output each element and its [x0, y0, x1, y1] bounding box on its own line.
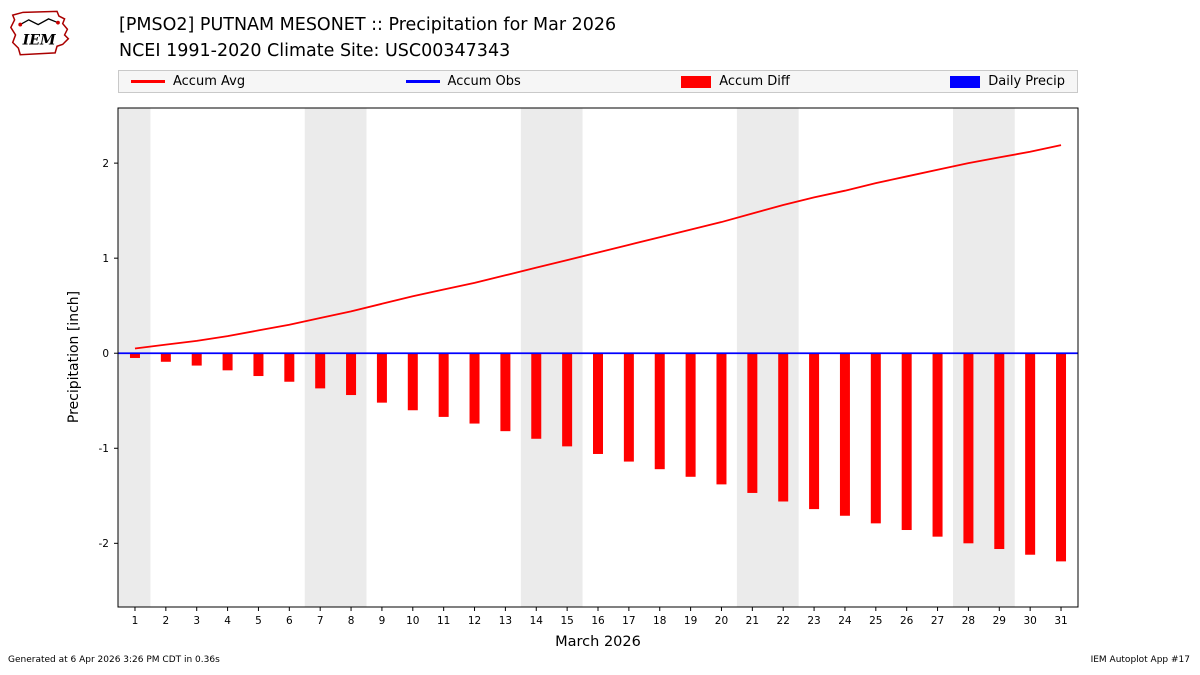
- svg-text:17: 17: [622, 615, 635, 627]
- app-credit: IEM Autoplot App #17: [1090, 655, 1190, 665]
- svg-text:24: 24: [838, 615, 852, 627]
- svg-text:2: 2: [102, 158, 109, 170]
- accum-lines: [118, 144, 1078, 355]
- svg-text:7: 7: [317, 615, 324, 627]
- svg-text:15: 15: [560, 615, 573, 627]
- svg-text:6: 6: [286, 615, 293, 627]
- svg-text:21: 21: [746, 615, 759, 627]
- svg-text:20: 20: [715, 615, 728, 627]
- accum-avg-line-swatch: [131, 80, 165, 83]
- legend-item-accum-diff: Accum Diff: [681, 74, 790, 89]
- logo-station-dot: [56, 20, 60, 25]
- svg-text:31: 31: [1054, 615, 1067, 627]
- svg-text:18: 18: [653, 615, 666, 627]
- svg-text:1: 1: [102, 253, 109, 265]
- svg-text:29: 29: [993, 615, 1006, 627]
- generated-timestamp: Generated at 6 Apr 2026 3:26 PM CDT in 0…: [8, 655, 220, 665]
- chart-title: [PMSO2] PUTNAM MESONET :: Precipitation …: [119, 15, 617, 35]
- svg-text:-1: -1: [99, 443, 109, 455]
- svg-text:2: 2: [163, 615, 170, 627]
- svg-text:28: 28: [962, 615, 975, 627]
- svg-text:25: 25: [869, 615, 882, 627]
- y-axis-ticks: -2 -1 0 1 2: [99, 158, 118, 550]
- svg-text:9: 9: [379, 615, 386, 627]
- svg-text:23: 23: [807, 615, 820, 627]
- daily-precip-patch-swatch: [950, 75, 981, 88]
- svg-text:13: 13: [499, 615, 512, 627]
- title-block: [PMSO2] PUTNAM MESONET :: Precipitation …: [119, 12, 616, 65]
- svg-text:19: 19: [684, 615, 697, 627]
- accum-diff-patch-swatch: [681, 75, 712, 88]
- svg-text:12: 12: [468, 615, 481, 627]
- x-axis-ticks: 1 2 3 4 5 6 7 8 9 10 11 12 13 14 15 16 17 18 19 20 21 22 23 24 2…: [132, 607, 1068, 627]
- accum-obs-line-swatch: [405, 80, 440, 83]
- accum-diff-bars: [129, 353, 1067, 562]
- svg-text:4: 4: [224, 615, 231, 627]
- svg-text:30: 30: [1023, 615, 1036, 627]
- chart-subtitle: NCEI 1991-2020 Climate Site: USC00347343: [119, 41, 511, 62]
- logo-station-dot: [18, 22, 23, 27]
- x-axis-label: March 2026: [555, 634, 641, 650]
- iem-logo: IEM: [9, 10, 70, 56]
- svg-text:3: 3: [193, 615, 200, 627]
- svg-text:8: 8: [348, 615, 355, 627]
- svg-text:26: 26: [900, 615, 914, 627]
- svg-text:5: 5: [255, 615, 262, 627]
- legend-item-accum-obs: Accum Obs: [405, 74, 521, 89]
- svg-text:-2: -2: [99, 538, 109, 550]
- svg-text:11: 11: [437, 615, 450, 627]
- weekend-shading: [118, 108, 1015, 607]
- svg-text:27: 27: [931, 615, 944, 627]
- svg-text:1: 1: [132, 615, 139, 627]
- legend-item-accum-avg: Accum Avg: [131, 74, 245, 89]
- svg-text:22: 22: [777, 615, 790, 627]
- legend-label: Accum Avg: [173, 74, 246, 89]
- logo-weather-trace: [19, 18, 59, 26]
- svg-text:10: 10: [406, 615, 419, 627]
- legend-item-daily-precip: Daily Precip: [950, 74, 1065, 89]
- legend-label: Daily Precip: [988, 74, 1065, 89]
- chart-legend: Accum Avg Accum Obs Accum Diff Daily Pre…: [118, 70, 1078, 93]
- logo-text: IEM: [22, 32, 56, 48]
- svg-text:14: 14: [530, 615, 544, 627]
- svg-text:16: 16: [591, 615, 605, 627]
- svg-text:0: 0: [102, 348, 109, 360]
- legend-label: Accum Diff: [719, 74, 790, 89]
- y-axis-label: Precipitation [inch]: [66, 291, 82, 423]
- legend-label: Accum Obs: [447, 74, 521, 89]
